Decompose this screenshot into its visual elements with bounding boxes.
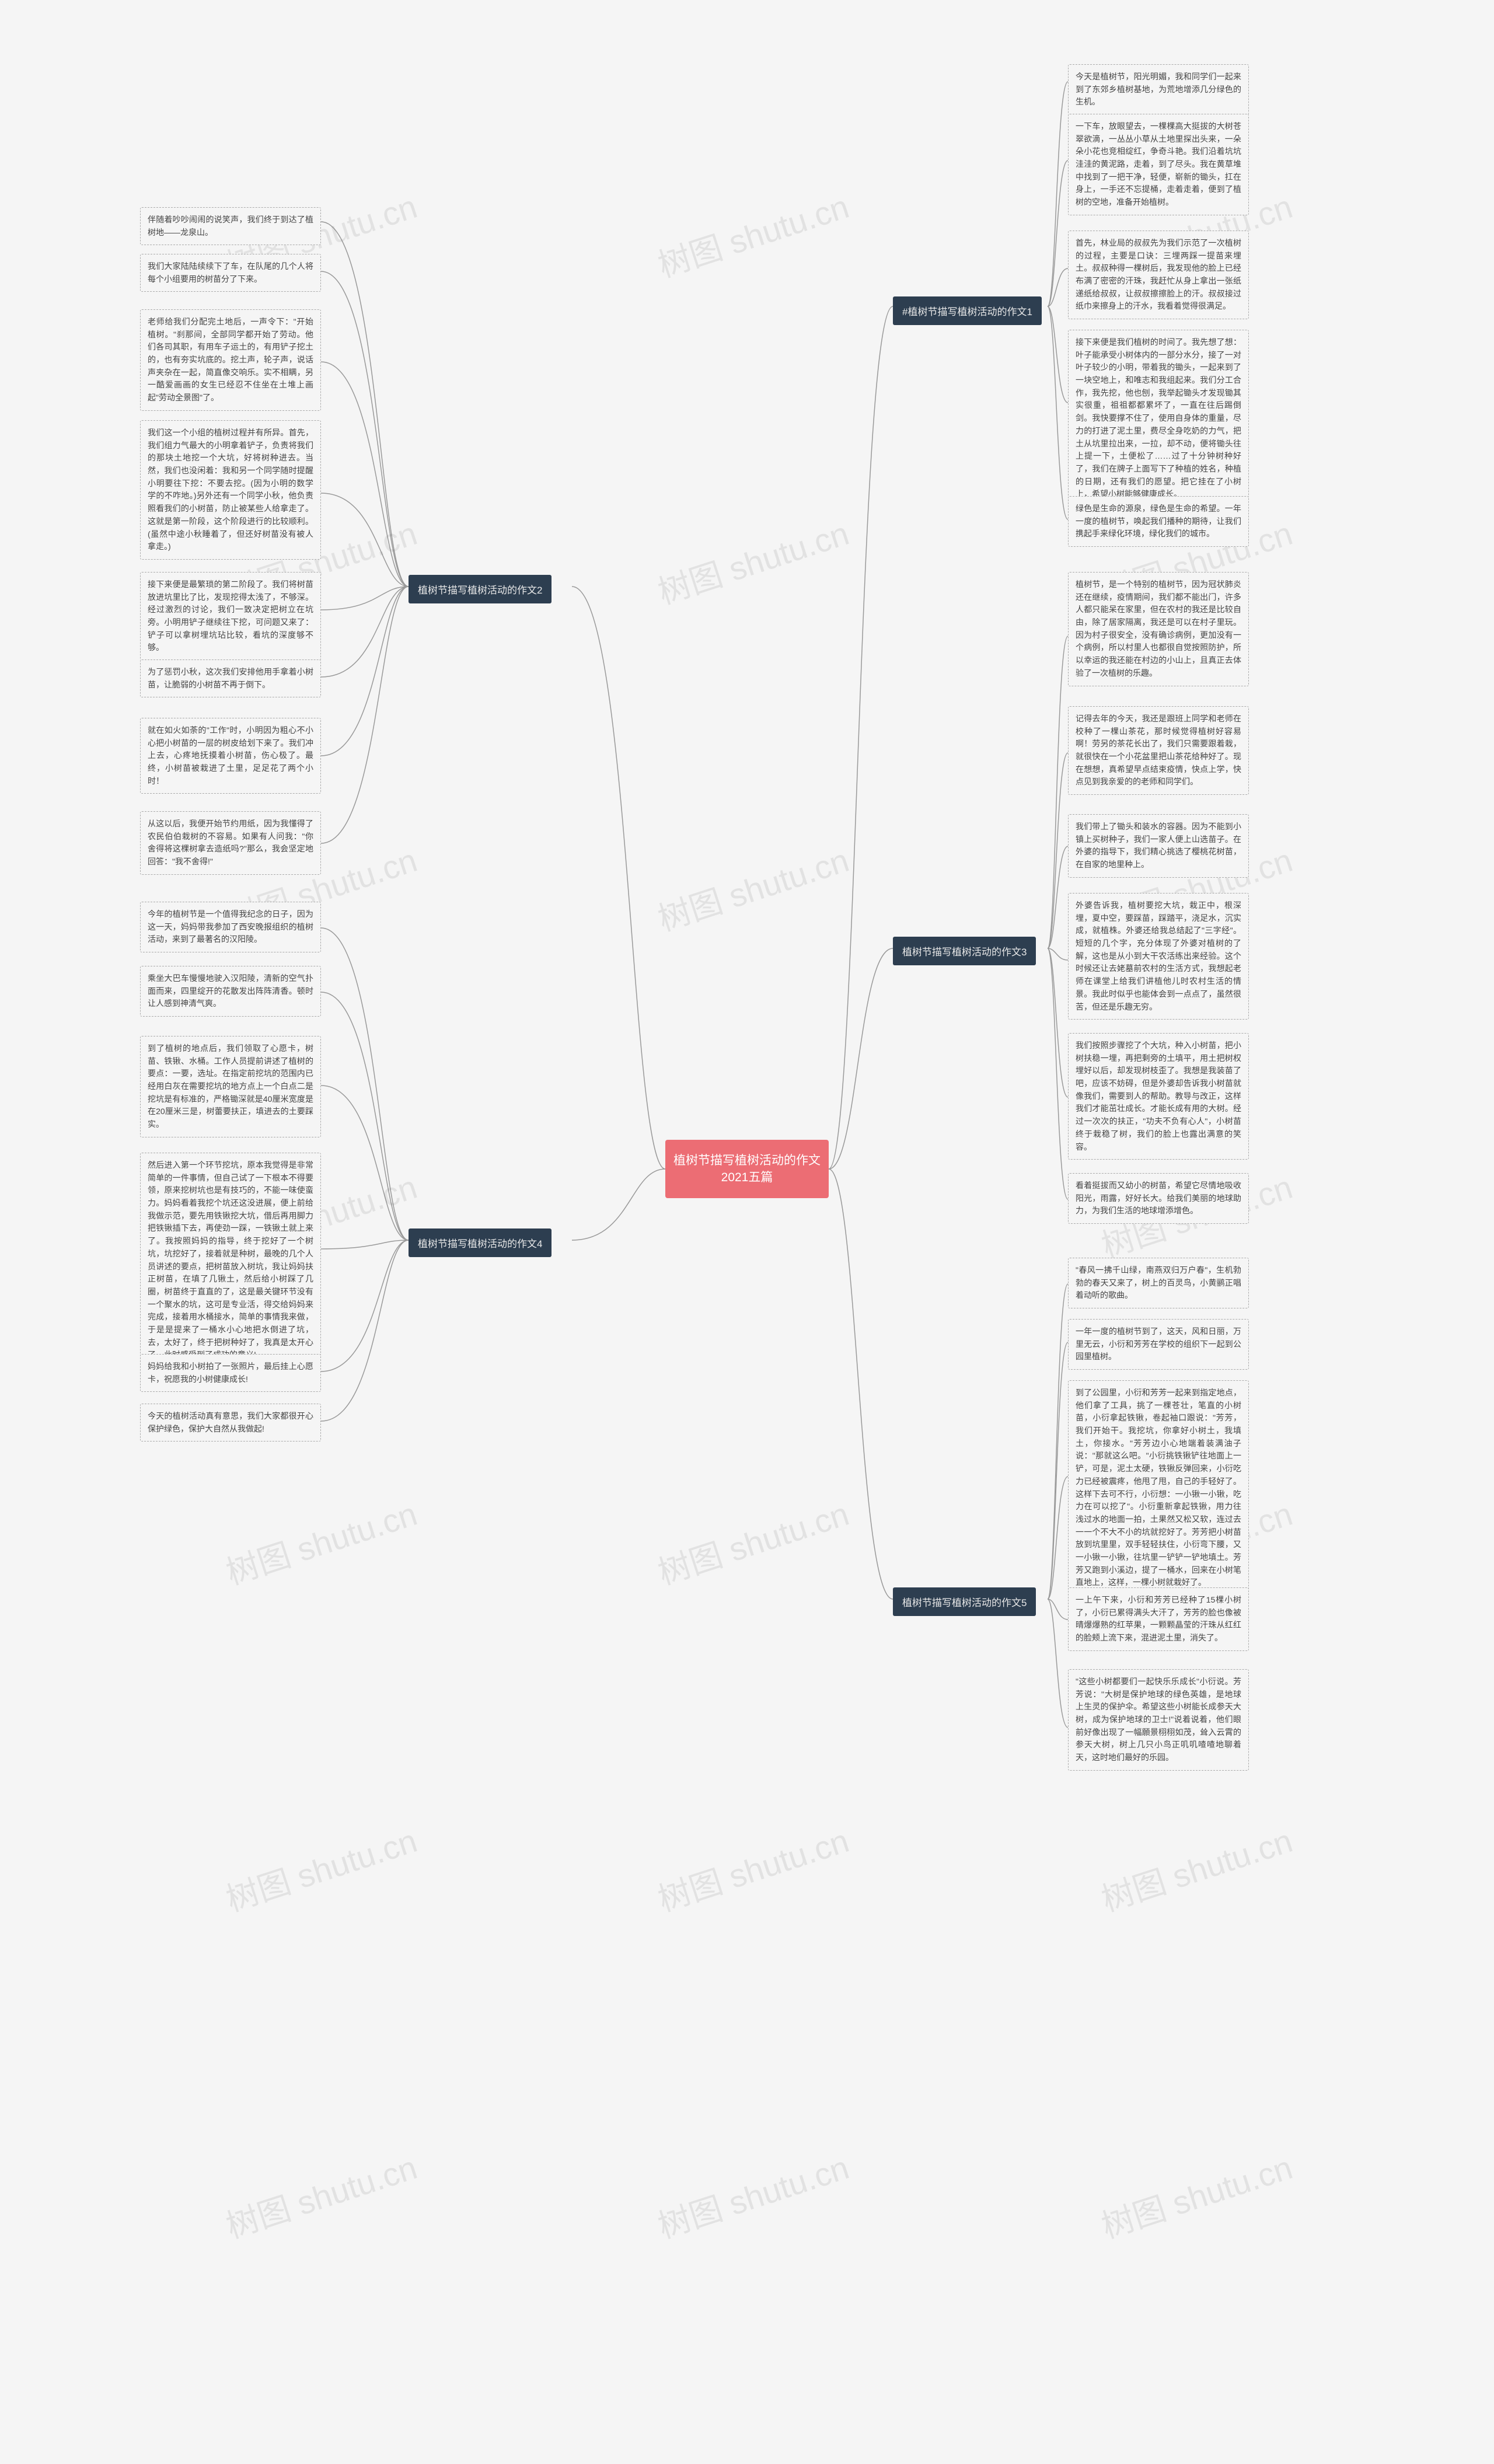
branch-node: 植树节描写植树活动的作文5 [893,1587,1036,1616]
watermark-text: 树图 shutu.cn [1095,1815,1298,1921]
leaf-node: 我们这一个小组的植树过程并有所异。首先，我们组力气最大的小明拿着铲子，负责将我们… [140,420,321,560]
branch-node: 植树节描写植树活动的作文3 [893,937,1036,965]
branch-node: 植树节描写植树活动的作文4 [409,1228,551,1257]
leaf-node: 今天是植树节，阳光明媚，我和同学们一起来到了东郊乡植树基地，为荒地增添几分绿色的… [1068,64,1249,115]
leaf-node: 妈妈给我和小树拍了一张照片，最后挂上心愿卡，祝愿我的小树健康成长! [140,1354,321,1392]
leaf-node: 绿色是生命的源泉，绿色是生命的希望。一年一度的植树节，唤起我们播种的期待，让我们… [1068,496,1249,547]
leaf-node: 然后进入第一个环节挖坑，原本我觉得是非常简单的一件事情，但自己试了一下根本不得要… [140,1153,321,1368]
leaf-node: 老师给我们分配完土地后，一声令下："开始植树。"刹那间，全部同学都开始了劳动。他… [140,309,321,411]
leaf-node: 外婆告诉我，植树要挖大坑，栽正中，根深埋，夏中空，要踩苗，踩踏平，浇足水，沉实成… [1068,893,1249,1020]
leaf-node: 到了植树的地点后，我们领取了心愿卡，树苗、铁锹、水桶。工作人员提前讲述了植树的要… [140,1036,321,1137]
leaf-node: "这些小树都要们一起快乐乐成长"小衍说。芳芳说："大树是保护地球的绿色英雄，是地… [1068,1669,1249,1771]
watermark-text: 树图 shutu.cn [1095,2142,1298,2248]
leaf-node: 记得去年的今天，我还是跟班上同学和老师在校种了一棵山茶花，那时候觉得植树好容易啊… [1068,706,1249,795]
watermark-text: 树图 shutu.cn [219,2142,423,2248]
watermark-text: 树图 shutu.cn [651,2142,854,2248]
watermark-text: 树图 shutu.cn [651,1488,854,1594]
leaf-node: 一年一度的植树节到了，这天，风和日丽，万里无云，小衍和芳芳在学校的组织下一起到公… [1068,1319,1249,1370]
watermark-text: 树图 shutu.cn [219,1815,423,1921]
center-node: 植树节描写植树活动的作文2021五篇 [665,1140,829,1198]
leaf-node: 接下来便是最繁琐的第二阶段了。我们将树苗放进坑里比了比，发现挖得太浅了，不够深。… [140,572,321,661]
watermark-text: 树图 shutu.cn [651,181,854,287]
leaf-node: 我们大家陆陆续续下了车，在队尾的几个人将每个小组要用的树苗分了下来。 [140,254,321,292]
leaf-node: 伴随着吵吵闹闹的说笑声，我们终于到达了植树地——龙泉山。 [140,207,321,245]
branch-node: 植树节描写植树活动的作文2 [409,575,551,603]
leaf-node: 今天的植树活动真有意思，我们大家都很开心保护绿色，保护大自然从我做起! [140,1404,321,1442]
watermark-text: 树图 shutu.cn [651,508,854,614]
leaf-node: 首先，林业局的叔叔先为我们示范了一次植树的过程，主要是口诀：三埋两踩一提苗来埋土… [1068,231,1249,319]
leaf-node: 看着挺拔而又幼小的树苗，希望它尽情地吸收阳光，雨露，好好长大。给我们美丽的地球助… [1068,1173,1249,1224]
watermark-text: 树图 shutu.cn [219,1488,423,1594]
leaf-node: 我们按照步骤挖了个大坑，种入小树苗，把小树扶稳一埋，再把剩旁的土填平，用土把树权… [1068,1033,1249,1160]
leaf-node: 乘坐大巴车慢慢地驶入汉阳陵，清新的空气扑面而来，四里绽开的花散发出阵阵清香。顿时… [140,966,321,1017]
leaf-node: "春风一拂千山绿，南燕双归万户春"，生机勃勃的春天又来了，树上的百灵鸟，小黄鹂正… [1068,1258,1249,1308]
leaf-node: 从这以后，我便开始节约用纸，因为我懂得了农民伯伯栽树的不容易。如果有人问我："你… [140,811,321,875]
leaf-node: 今年的植树节是一个值得我纪念的日子，因为这一天，妈妈带我参加了西安晚报组织的植树… [140,902,321,952]
leaf-node: 就在如火如荼的"工作"时，小明因为粗心不小心把小树苗的一层的树皮给划下来了。我们… [140,718,321,794]
watermark-text: 树图 shutu.cn [651,1815,854,1921]
branch-node: #植树节描写植树活动的作文1 [893,296,1042,325]
leaf-node: 接下来便是我们植树的时间了。我先想了想：叶子能承受小树体内的一部分水分，接了一对… [1068,330,1249,507]
leaf-node: 植树节，是一个特别的植树节，因为冠状肺炎还在继续，疫情期间，我们都不能出门，许多… [1068,572,1249,686]
leaf-node: 到了公园里，小衍和芳芳一起来到指定地点，他们拿了工具，挑了一棵苍壮，笔直的小树苗… [1068,1380,1249,1596]
leaf-node: 一下车，放眼望去，一棵棵高大挺拔的大树苍翠欲滴，一丛丛小草从土地里探出头来，一朵… [1068,114,1249,215]
center-title: 植树节描写植树活动的作文2021五篇 [671,1152,823,1186]
leaf-node: 我们带上了锄头和装水的容器。因为不能到小镇上买树种子，我们一家人便上山选苗子。在… [1068,814,1249,878]
watermark-text: 树图 shutu.cn [651,835,854,941]
leaf-node: 为了惩罚小秋，这次我们安排他用手拿着小树苗，让脆弱的小树苗不再于倒下。 [140,659,321,697]
leaf-node: 一上午下来，小衍和芳芳已经种了15棵小树了，小衍已累得满头大汗了，芳芳的脸也像被… [1068,1587,1249,1651]
